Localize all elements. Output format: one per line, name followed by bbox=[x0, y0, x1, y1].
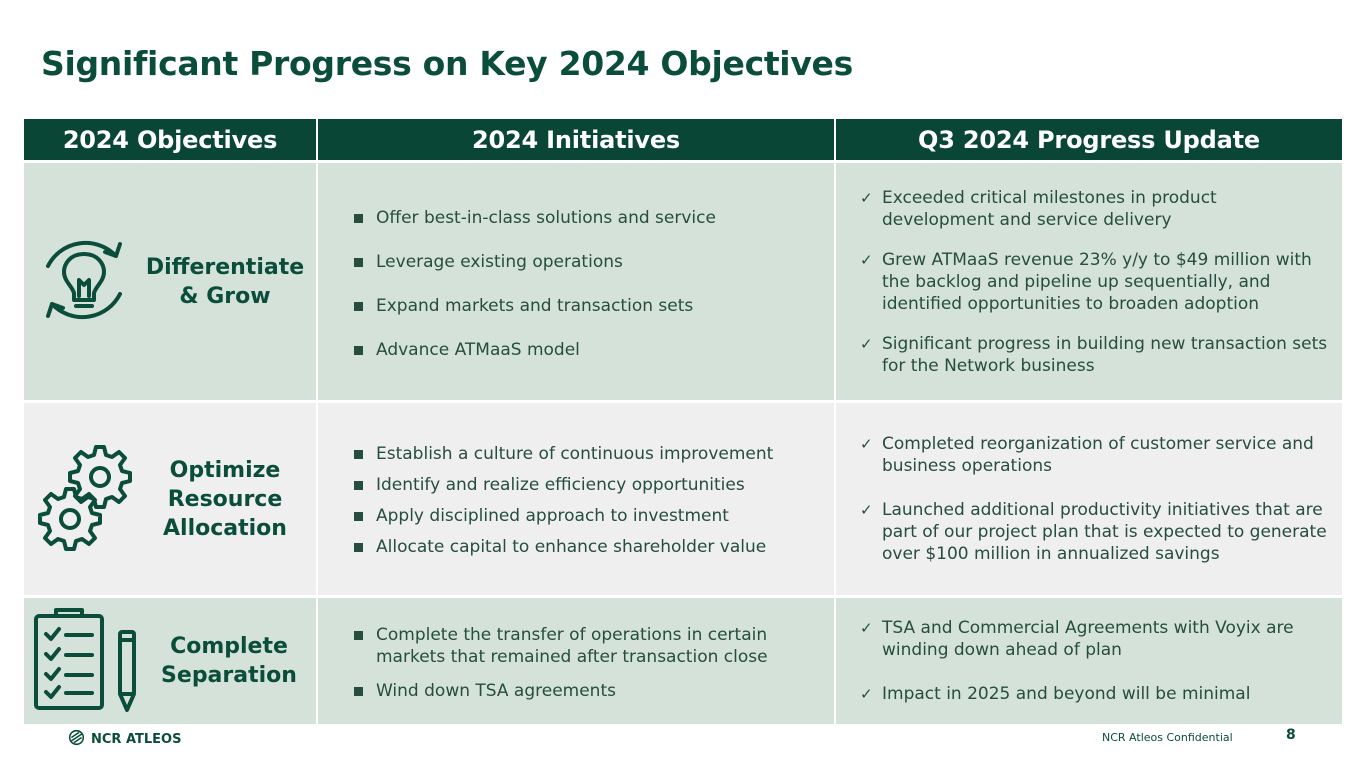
objective-cell: Optimize Resource Allocation bbox=[24, 400, 317, 597]
confidential-label: NCR Atleos Confidential bbox=[1102, 731, 1233, 744]
list-item: ✓ Impact in 2025 and beyond will be minim… bbox=[860, 683, 1251, 704]
initiatives-cell: Complete the transfer of operations in c… bbox=[316, 595, 835, 724]
page-number: 8 bbox=[1286, 727, 1296, 743]
page-title: Significant Progress on Key 2024 Objecti… bbox=[41, 44, 853, 83]
list-item: Wind down TSA agreements bbox=[354, 680, 834, 702]
list-item: Establish a culture of continuous improv… bbox=[354, 443, 834, 465]
objective-label: Complete Separation bbox=[161, 633, 297, 688]
progress-cell: ✓ TSA and Commercial Agreements with Voyi… bbox=[834, 595, 1342, 724]
list-item: Apply disciplined approach to investment bbox=[354, 505, 834, 527]
table-row-optimize: Optimize Resource Allocation Establish a… bbox=[24, 400, 1342, 597]
list-item: Allocate capital to enhance shareholder … bbox=[354, 536, 834, 558]
checkmark-icon: ✓ bbox=[860, 188, 873, 207]
list-item: ✓ Significant progress in building new tr… bbox=[860, 333, 1328, 376]
list-item: Identify and realize efficiency opportun… bbox=[354, 474, 834, 496]
objective-cell: Differentiate & Grow bbox=[24, 160, 317, 402]
table-row-differentiate: Differentiate & Grow Offer best-in-class… bbox=[24, 160, 1342, 402]
list-item: Offer best-in-class solutions and servic… bbox=[354, 207, 834, 229]
checkmark-icon: ✓ bbox=[860, 334, 873, 353]
checkmark-icon: ✓ bbox=[860, 684, 873, 703]
header-initiatives: 2024 Initiatives bbox=[316, 119, 835, 162]
clipboard-checklist-icon bbox=[32, 604, 142, 718]
objective-cell: Complete Separation bbox=[24, 595, 317, 724]
initiatives-cell: Offer best-in-class solutions and servic… bbox=[316, 160, 835, 402]
initiatives-cell: Establish a culture of continuous improv… bbox=[316, 400, 835, 597]
header-objectives: 2024 Objectives bbox=[24, 119, 317, 162]
progress-cell: ✓ Exceeded critical milestones in product… bbox=[834, 160, 1342, 402]
table-header-row: 2024 Objectives 2024 Initiatives Q3 2024… bbox=[24, 119, 1342, 162]
progress-cell: ✓ Completed reorganization of customer se… bbox=[834, 400, 1342, 597]
lightbulb-cycle-icon bbox=[34, 230, 134, 334]
header-progress: Q3 2024 Progress Update bbox=[834, 119, 1342, 162]
logo-text: NCR ATLEOS bbox=[91, 732, 182, 747]
objective-label: Optimize Resource Allocation bbox=[163, 457, 287, 541]
checkmark-icon: ✓ bbox=[860, 618, 873, 637]
list-item: Expand markets and transaction sets bbox=[354, 295, 834, 317]
checkmark-icon: ✓ bbox=[860, 250, 873, 269]
table-row-separation: Complete Separation Complete the transfe… bbox=[24, 595, 1342, 724]
checkmark-icon: ✓ bbox=[860, 435, 873, 453]
objective-label: Differentiate & Grow bbox=[145, 254, 305, 309]
list-item: ✓ Completed reorganization of customer se… bbox=[860, 434, 1314, 476]
company-logo: NCR ATLEOS bbox=[68, 729, 181, 750]
list-item: ✓ Launched additional productivity initia… bbox=[860, 500, 1327, 564]
gears-icon bbox=[38, 437, 134, 561]
list-item: Complete the transfer of operations in c… bbox=[354, 624, 834, 668]
list-item: ✓ TSA and Commercial Agreements with Voyi… bbox=[860, 617, 1294, 660]
list-item: ✓ Exceeded critical milestones in product… bbox=[860, 187, 1217, 230]
list-item: Advance ATMaaS model bbox=[354, 339, 834, 361]
globe-icon bbox=[68, 729, 85, 750]
checkmark-icon: ✓ bbox=[860, 501, 873, 519]
list-item: ✓ Grew ATMaaS revenue 23% y/y to $49 mill… bbox=[860, 249, 1312, 314]
list-item: Leverage existing operations bbox=[354, 251, 834, 273]
objectives-table: 2024 Objectives 2024 Initiatives Q3 2024… bbox=[24, 119, 1342, 724]
